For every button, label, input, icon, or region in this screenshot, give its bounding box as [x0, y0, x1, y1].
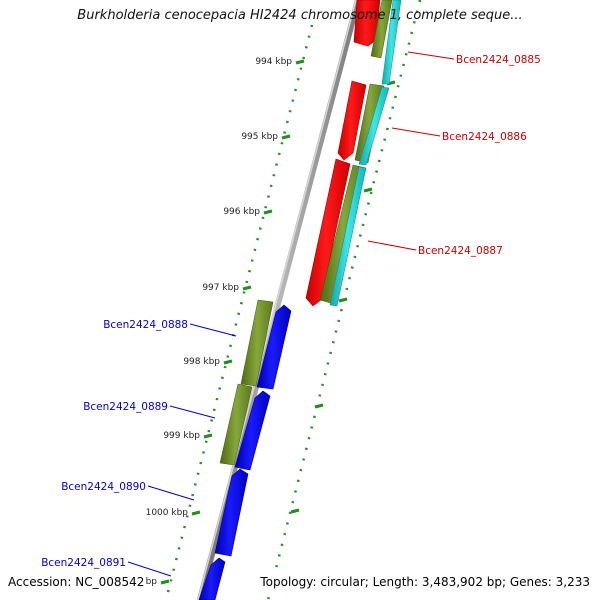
scale-label: 995 kbp: [241, 132, 278, 142]
forward-cds-arrow: [337, 80, 367, 161]
reverse-gene-bar: [219, 383, 253, 466]
gene-label-leader: [367, 240, 417, 251]
forward-rna-bar: [381, 0, 402, 85]
gene-label-reverse: Bcen2424_0890: [61, 481, 146, 493]
sequence-backbone-highlight: [197, 0, 357, 600]
topology-text: Topology: circular; Length: 3,483,902 bp…: [258, 574, 590, 590]
map-title: Burkholderia cenocepacia HI2424 chromoso…: [77, 8, 523, 23]
scale-label: 1000 kbp: [146, 508, 189, 518]
gene-label-leader: [391, 127, 441, 137]
forward-cds-arrow: [353, 0, 381, 47]
feature-layer: [197, 0, 402, 600]
gene-label-leader: [189, 323, 237, 337]
major-tick-mark: [242, 285, 252, 291]
reverse-cds-arrow: [234, 390, 271, 471]
reverse-cds-arrow: [214, 468, 249, 557]
major-tick-mark: [263, 209, 273, 215]
outer-tick-mark: [338, 297, 348, 303]
gene-label-leader: [127, 561, 172, 577]
forward-cds-arrow: [305, 158, 351, 307]
outer-tick-mark: [363, 187, 373, 193]
scale-label: 998 kbp: [183, 357, 220, 367]
forward-gene-bar: [370, 0, 393, 59]
gene-label-forward: Bcen2424_0885: [456, 54, 541, 66]
gene-label-forward: Bcen2424_0887: [418, 245, 503, 257]
gene-label-leader: [147, 485, 195, 501]
gene-label-reverse: Bcen2424_0891: [41, 557, 126, 569]
forward-rna-bar: [329, 166, 367, 307]
major-tick-mark: [281, 134, 291, 140]
reverse-cds-arrow: [198, 557, 226, 600]
scale-label: 994 kbp: [255, 57, 292, 67]
accession-text: Accession: NC_008542: [8, 574, 147, 590]
reverse-cds-arrow: [256, 304, 292, 390]
major-tick-mark: [191, 510, 201, 516]
label-layer: Bcen2424_0885 Bcen2424_0886 Bcen2424_0887 B…: [41, 51, 541, 577]
gene-label-leader: [169, 405, 216, 419]
reverse-gene-bar: [240, 299, 274, 387]
gene-label-reverse: Bcen2424_0889: [83, 401, 168, 413]
scale-label: 997 kbp: [202, 283, 239, 293]
outer-tick-mark: [290, 508, 300, 514]
sequence-backbone: [197, 0, 361, 600]
forward-rna-bar: [358, 86, 390, 166]
scale-label: 996 kbp: [223, 207, 260, 217]
major-tick-mark: [223, 359, 233, 365]
major-tick-mark: [160, 579, 170, 585]
gene-label-leader: [407, 51, 455, 60]
scale-label: 999 kbp: [163, 431, 200, 441]
major-tick-mark: [203, 433, 213, 439]
gene-label-forward: Bcen2424_0886: [442, 131, 527, 143]
outer-tick-mark: [314, 403, 324, 409]
gene-label-reverse: Bcen2424_0888: [103, 319, 188, 331]
major-tick-mark: [295, 59, 305, 65]
